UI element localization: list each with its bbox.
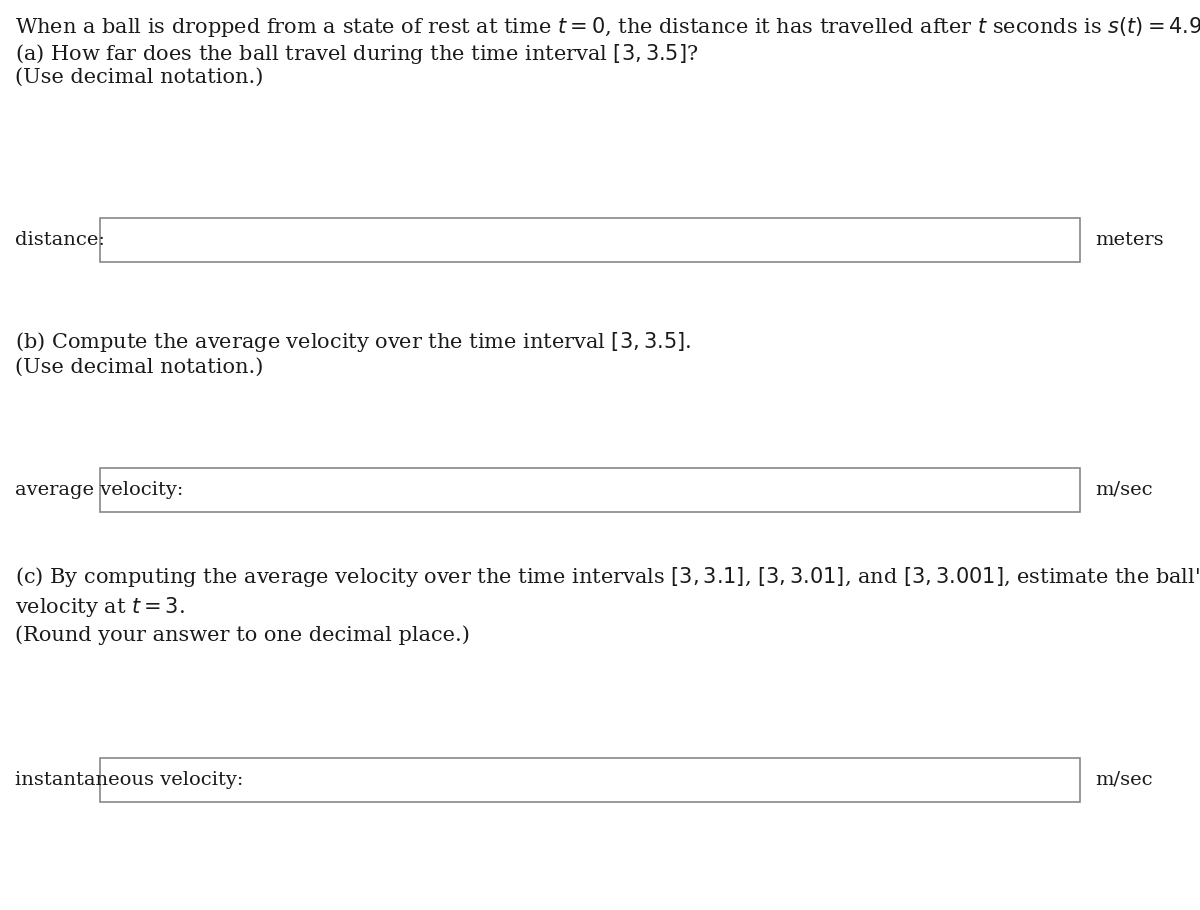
FancyBboxPatch shape — [100, 758, 1080, 802]
Text: (Round your answer to one decimal place.): (Round your answer to one decimal place.… — [14, 625, 470, 644]
Text: (Use decimal notation.): (Use decimal notation.) — [14, 358, 263, 377]
Text: (a) How far does the ball travel during the time interval $[3, 3.5]$?: (a) How far does the ball travel during … — [14, 42, 698, 66]
Text: meters: meters — [1096, 231, 1164, 249]
Text: average velocity:: average velocity: — [14, 481, 184, 499]
Text: (b) Compute the average velocity over the time interval $[3, 3.5]$.: (b) Compute the average velocity over th… — [14, 330, 691, 354]
Text: m/sec: m/sec — [1096, 481, 1153, 499]
FancyBboxPatch shape — [100, 468, 1080, 512]
Text: instantaneous velocity:: instantaneous velocity: — [14, 771, 244, 789]
FancyBboxPatch shape — [100, 218, 1080, 262]
Text: (Use decimal notation.): (Use decimal notation.) — [14, 68, 263, 87]
Text: distance:: distance: — [14, 231, 104, 249]
Text: (c) By computing the average velocity over the time intervals $[3, 3.1]$, $[3, 3: (c) By computing the average velocity ov… — [14, 565, 1200, 589]
Text: When a ball is dropped from a state of rest at time $t = 0$, the distance it has: When a ball is dropped from a state of r… — [14, 12, 1200, 41]
Text: m/sec: m/sec — [1096, 771, 1153, 789]
Text: velocity at $t = 3$.: velocity at $t = 3$. — [14, 595, 185, 619]
